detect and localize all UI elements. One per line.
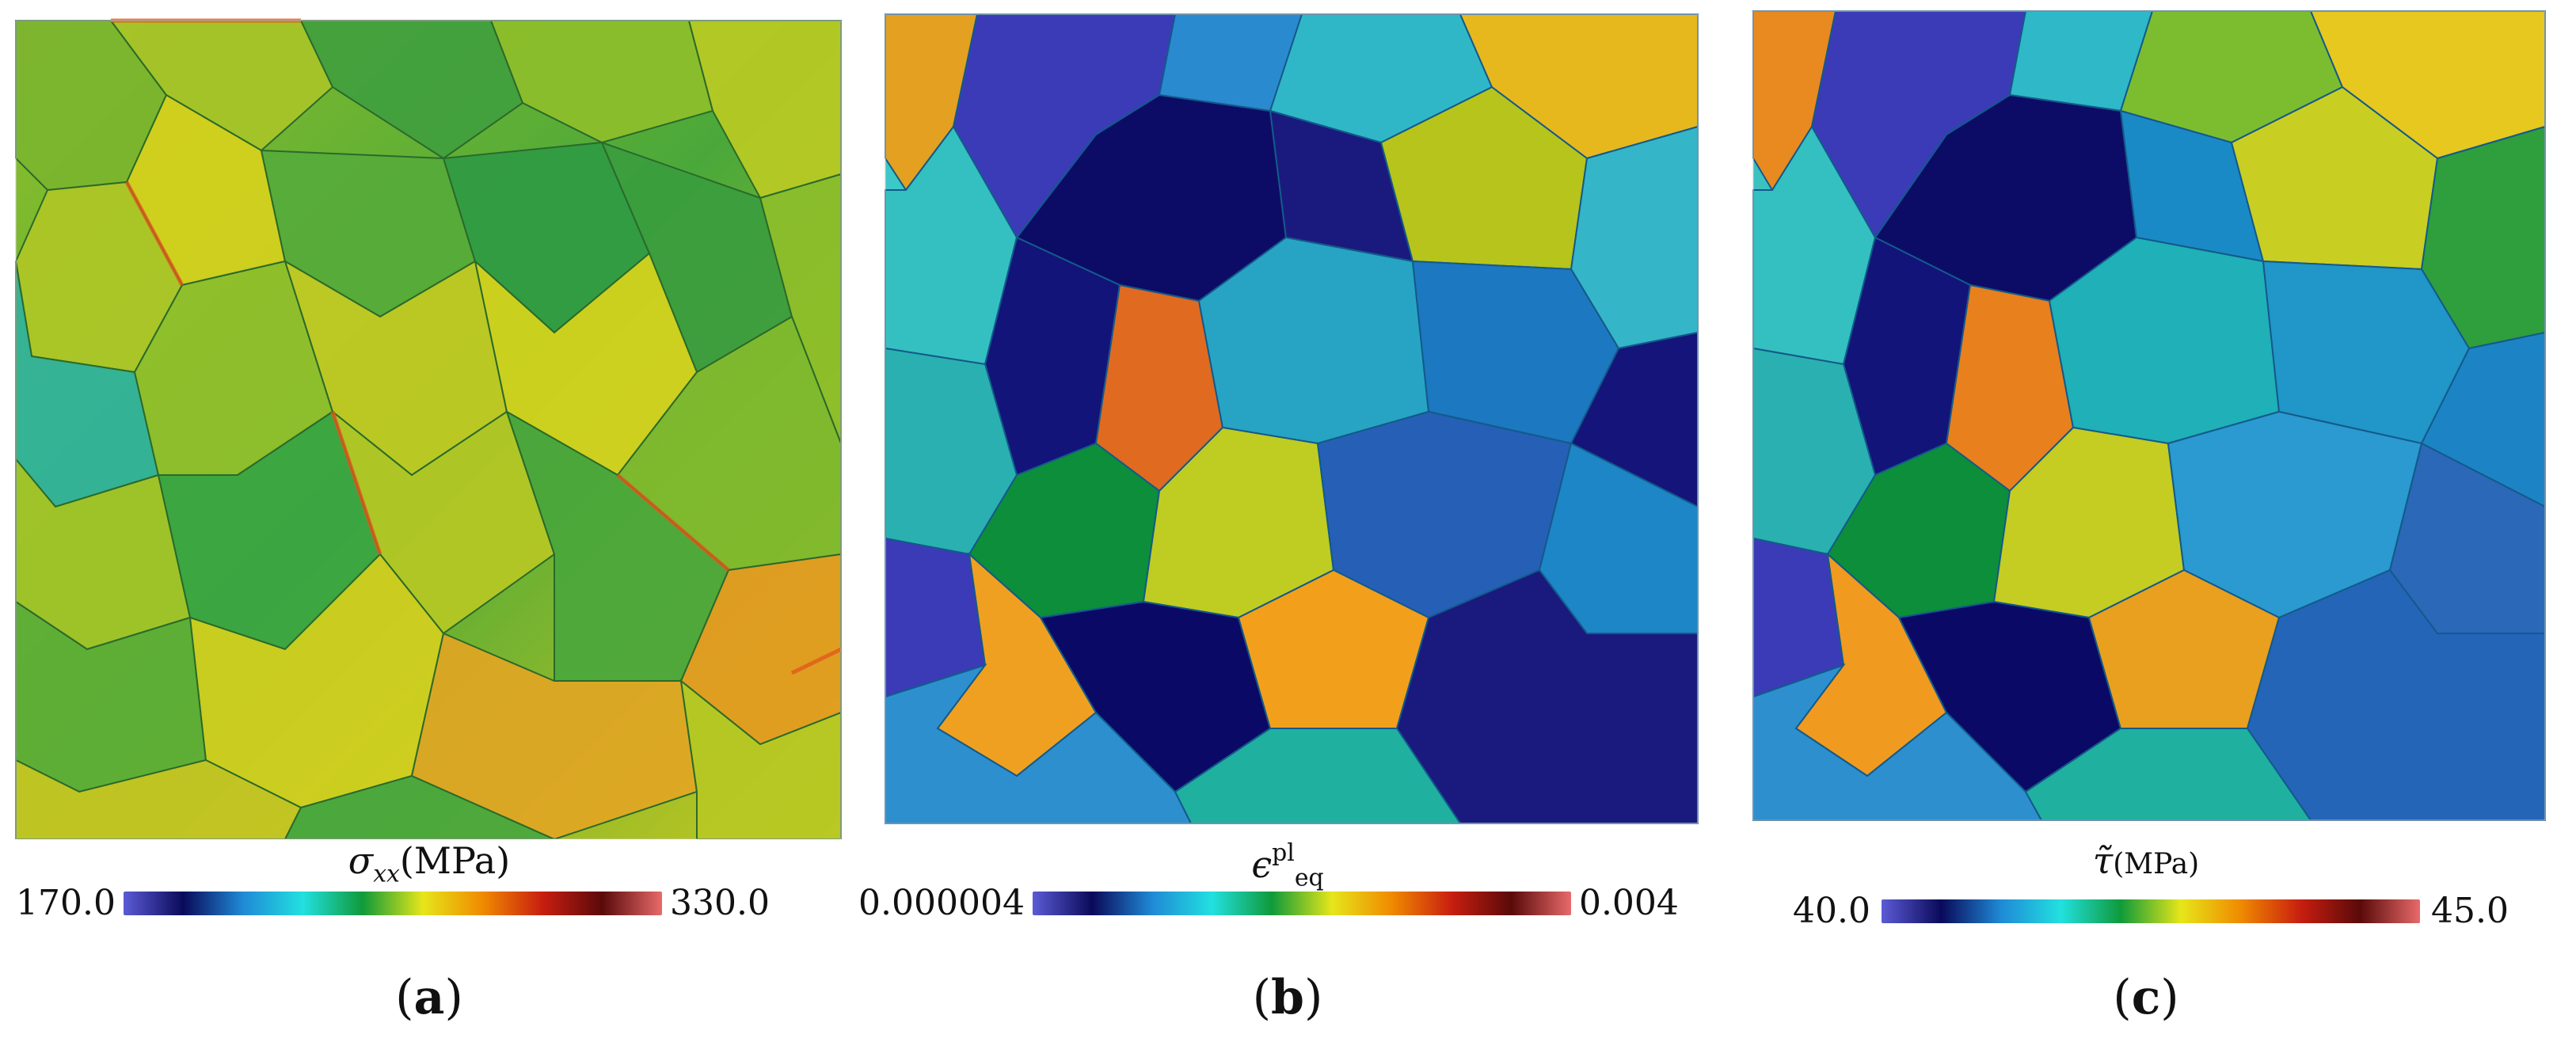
colorbar-title-symbol: ϵ: [1251, 842, 1273, 886]
panel-label-a: (a): [395, 970, 463, 1025]
panel-label-text: b: [1271, 970, 1304, 1025]
colorbar-title-unit: (MPa): [2113, 848, 2200, 880]
panel-b: ϵpleq 0.000004 0.004 (b): [858, 0, 1717, 1057]
colorbar-title-symbol: τ̃: [2092, 839, 2114, 882]
panel-c: τ̃(MPa) 40.0 45.0 (c): [1717, 0, 2575, 1057]
colorbar-min-label: 0.000004: [858, 883, 1025, 923]
colorbar-title: σxx(MPa): [0, 839, 858, 888]
colorbar-title: τ̃(MPa): [1717, 839, 2575, 882]
colorbar-title-subscript: eq: [1294, 864, 1324, 892]
panel-label-b: (b): [1252, 970, 1323, 1025]
colorbar-title-symbol: σ: [348, 839, 374, 882]
colorbar-gradient: [1881, 899, 2420, 923]
colorbar-title-subscript: xx: [373, 860, 400, 888]
panel-label-c: (c): [2113, 970, 2179, 1025]
colorbar-title-unit: (MPa): [399, 839, 511, 882]
panel-label-text: a: [413, 970, 445, 1025]
colorbar: 40.0 45.0: [1793, 891, 2509, 931]
colorbar: 0.000004 0.004: [858, 883, 1679, 923]
colorbar-max-label: 45.0: [2430, 891, 2509, 931]
stress-field-map: [14, 18, 843, 839]
panel-label-text: c: [2131, 970, 2161, 1025]
shear-stress-field-map: [1752, 10, 2546, 821]
panel-a: σxx(MPa) 170.0 330.0 (a): [0, 0, 858, 1057]
colorbar: 170.0 330.0: [16, 883, 770, 923]
colorbar-title-superscript: pl: [1272, 839, 1295, 867]
colorbar-gradient: [123, 891, 662, 915]
colorbar-min-label: 170.0: [16, 883, 116, 923]
colorbar-max-label: 330.0: [669, 883, 770, 923]
plastic-strain-field-map: [885, 13, 1699, 824]
colorbar-max-label: 0.004: [1578, 883, 1679, 923]
colorbar-min-label: 40.0: [1793, 891, 1870, 931]
colorbar-gradient: [1032, 891, 1571, 915]
colorbar-title: ϵpleq: [858, 839, 1717, 892]
